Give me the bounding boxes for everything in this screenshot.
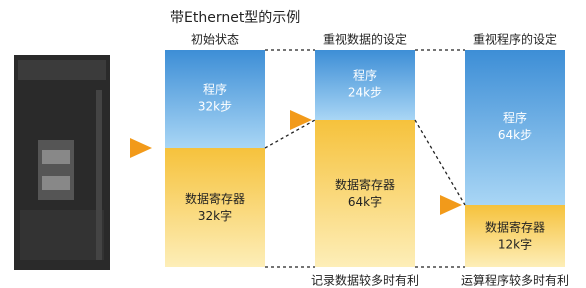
data-size: 32k字 [198, 208, 232, 223]
data-label: 数据寄存器 [335, 177, 395, 192]
program-label: 程序 [503, 110, 527, 125]
plc-device [14, 55, 110, 270]
diagram: 带Ethernet型的示例 初始状态程序 32k步数据寄存器 32k字 重视数据的设定… [0, 0, 586, 288]
program-size: 64k步 [498, 128, 532, 142]
program-size: 32k步 [198, 100, 232, 114]
arrow [290, 110, 312, 130]
column-footer: 记录数据较多时有利 [311, 273, 419, 288]
column-header: 重视程序的设定 [473, 32, 557, 47]
arrow [440, 195, 462, 215]
data-size: 64k字 [348, 194, 382, 209]
data-block [465, 205, 565, 267]
title: 带Ethernet型的示例 [170, 10, 300, 26]
data-label: 数据寄存器 [485, 220, 545, 235]
data-label: 数据寄存器 [185, 191, 245, 206]
program-label: 程序 [353, 68, 377, 83]
column-header: 重视数据的设定 [323, 32, 407, 47]
data-block [315, 120, 415, 267]
data-size: 12k字 [498, 237, 532, 252]
column-footer: 运算程序较多时有利 [461, 273, 569, 288]
data-block [165, 148, 265, 267]
column-header: 初始状态 [191, 33, 239, 47]
arrow [130, 138, 152, 158]
connector [415, 120, 465, 205]
program-size: 24k步 [348, 86, 382, 100]
program-label: 程序 [203, 82, 227, 97]
